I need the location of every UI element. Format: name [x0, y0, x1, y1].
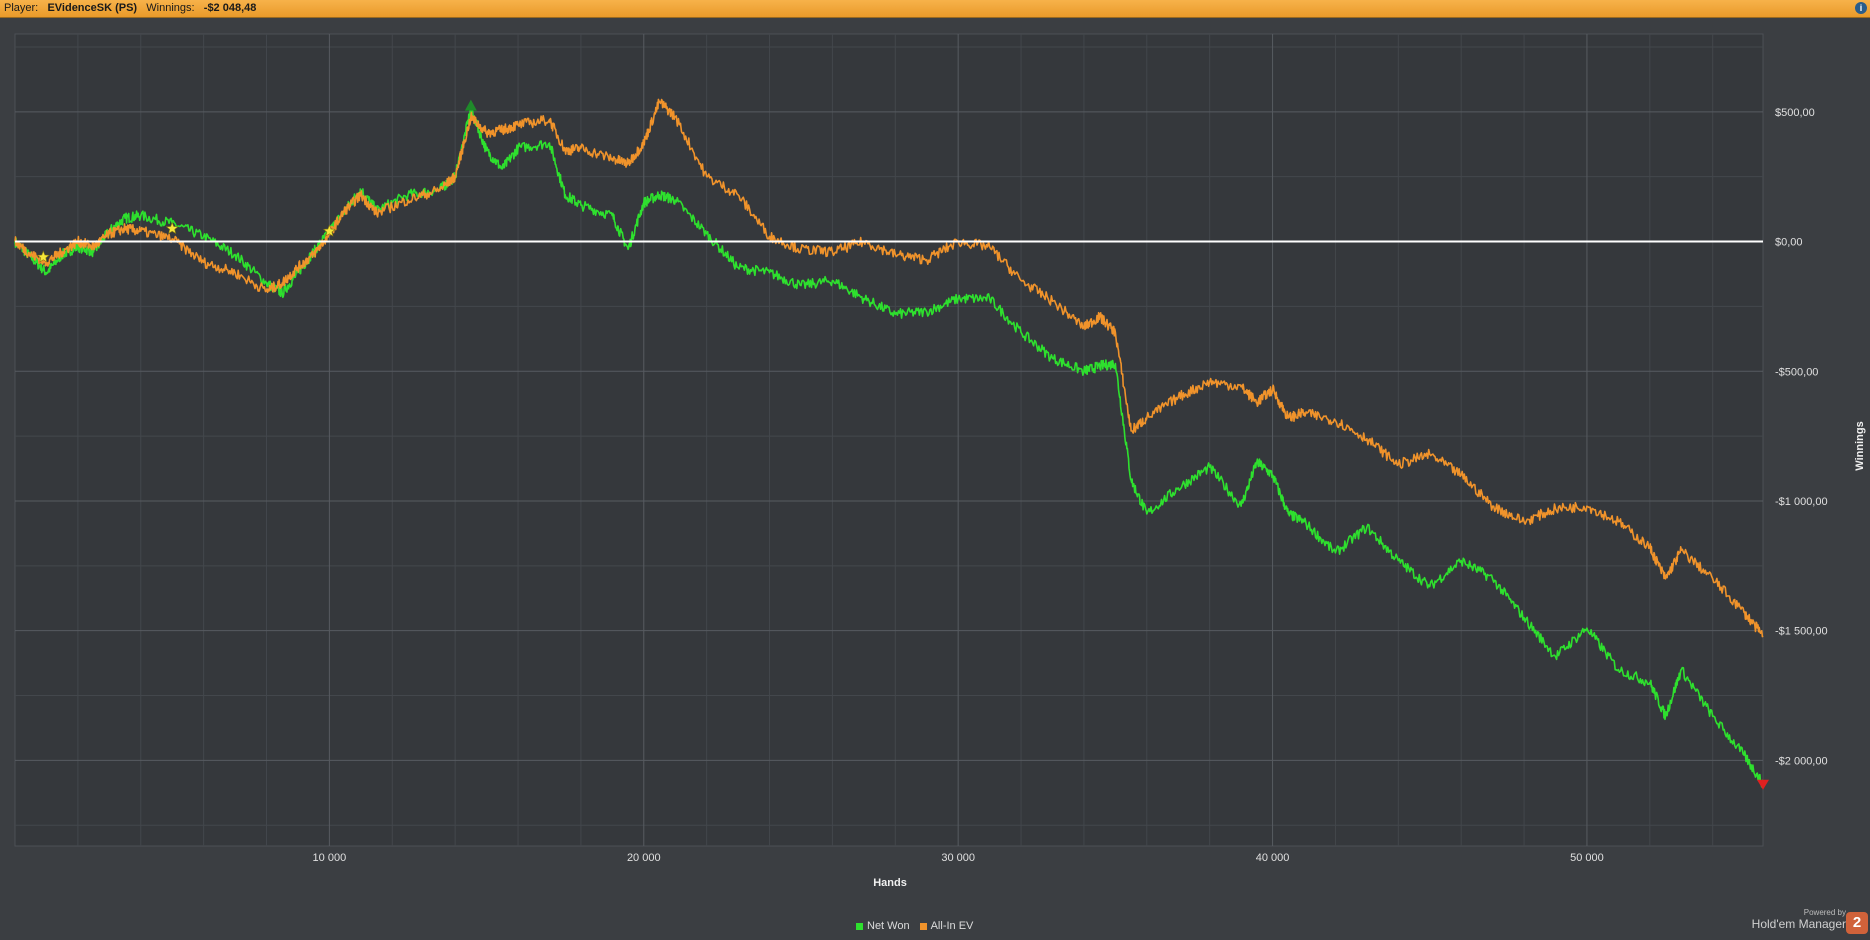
y-tick-label: $0,00 — [1775, 237, 1803, 249]
y-tick-label: -$1 000,00 — [1775, 496, 1828, 508]
legend-item-net-won[interactable]: Net Won — [856, 920, 910, 932]
star-marker — [36, 250, 50, 263]
branding: Powered by Hold'em Manager — [1752, 908, 1846, 931]
legend-item-all-in-ev[interactable]: All-In EV — [919, 920, 974, 932]
y-tick-label: -$500,00 — [1775, 366, 1818, 378]
player-summary: Player: EVidenceSK (PS) Winnings: -$2 04… — [4, 0, 256, 17]
legend-swatch-all-in-ev — [919, 922, 927, 930]
title-bar: Player: EVidenceSK (PS) Winnings: -$2 04… — [0, 0, 1870, 18]
low-marker — [1757, 779, 1769, 790]
chart-legend: Net Won All-In EV — [856, 920, 973, 932]
product-name: Hold'em Manager — [1751, 917, 1846, 931]
y-tick-label: $500,00 — [1775, 107, 1815, 119]
peak-marker — [464, 99, 477, 111]
winnings-chart: 10 000 20 000 30 000 40 000 50 000 $500,00 $0,… — [14, 33, 1828, 864]
y-tick-label: -$2 000,00 — [1775, 755, 1828, 767]
plot-area — [14, 33, 1764, 847]
x-tick-label: 30 000 — [941, 852, 975, 864]
star-marker — [322, 224, 336, 237]
y-tick-label: -$1 500,00 — [1775, 626, 1828, 638]
x-axis-title: Hands — [873, 877, 907, 889]
hem-logo-icon: 2 — [1846, 912, 1868, 934]
series-line-all-in-ev — [14, 98, 1764, 638]
star-marker — [165, 221, 179, 235]
legend-label-all-in-ev: All-In EV — [930, 920, 974, 932]
legend-swatch-net-won — [856, 922, 863, 930]
legend-label-net-won: Net Won — [867, 920, 910, 932]
x-tick-label: 20 000 — [627, 852, 661, 864]
winnings-value: -$2 048,48 — [203, 2, 257, 14]
info-icon[interactable]: i — [1855, 2, 1867, 14]
player-label: Player: — [4, 2, 39, 14]
powered-by-text: Powered by — [1803, 908, 1846, 917]
x-tick-label: 40 000 — [1256, 852, 1290, 864]
y-axis-title: Winnings — [1854, 421, 1866, 471]
winnings-label: Winnings: — [146, 2, 195, 14]
x-tick-label: 10 000 — [313, 852, 347, 864]
x-tick-label: 50 000 — [1570, 852, 1604, 864]
player-name: EVidenceSK (PS) — [47, 2, 138, 14]
